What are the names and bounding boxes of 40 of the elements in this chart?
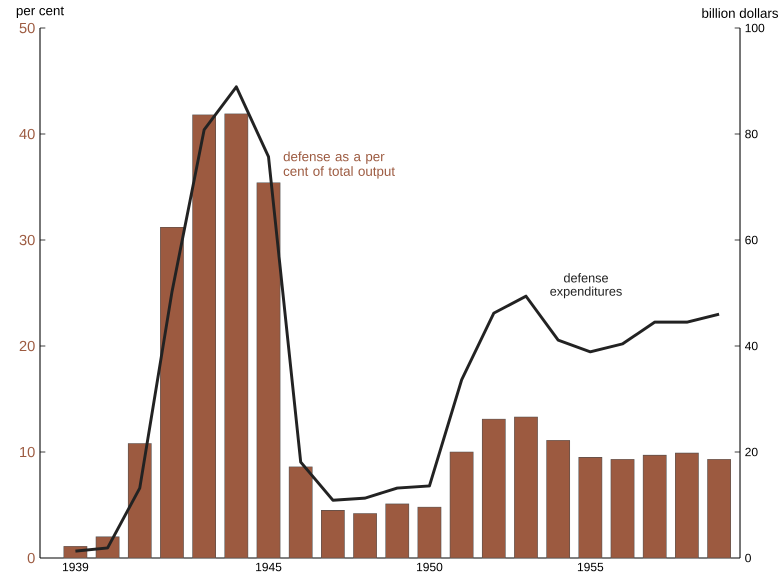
y-axis-title: per cent — [16, 6, 64, 18]
bar — [385, 504, 410, 558]
bar — [482, 418, 506, 558]
x-tick-label: 1945 — [256, 562, 282, 572]
bar — [514, 416, 538, 558]
x-tick-label: 1950 — [417, 562, 442, 572]
y2-tick-label: 40 — [744, 342, 758, 350]
y-tick-label: 0 — [28, 552, 35, 564]
bar — [353, 513, 377, 558]
bar — [675, 452, 699, 558]
series-label: defense as a per cent of total output — [284, 151, 395, 179]
y-tick-label: 30 — [20, 234, 35, 246]
bar — [256, 182, 280, 558]
bar — [578, 457, 602, 558]
x-tick-label: 1955 — [578, 562, 604, 572]
bar — [288, 466, 313, 558]
y-tick-label: 10 — [20, 446, 35, 458]
bar — [707, 459, 731, 558]
bar — [450, 452, 474, 558]
bar — [642, 454, 667, 558]
y2-tick-label: 100 — [746, 24, 764, 32]
bar — [128, 443, 152, 558]
bar — [321, 510, 345, 558]
bar — [610, 459, 634, 558]
series-label: defense expenditures — [550, 273, 622, 298]
bar — [224, 114, 248, 558]
bar — [546, 440, 570, 558]
x-tick-label: 1939 — [62, 562, 88, 572]
bar — [160, 227, 184, 558]
bar — [192, 114, 216, 558]
y2-tick-label: 80 — [745, 130, 758, 138]
y2-tick-label: 60 — [745, 236, 758, 244]
y-tick-label: 40 — [19, 128, 35, 140]
bar — [418, 506, 442, 558]
y-tick-label: 50 — [20, 22, 35, 34]
y2-axis-title: billion dollars — [702, 8, 778, 18]
y2-tick-label: 0 — [745, 554, 751, 562]
line-series — [74, 85, 721, 553]
y-tick-label: 20 — [20, 340, 35, 352]
y2-tick-label: 20 — [745, 448, 758, 456]
